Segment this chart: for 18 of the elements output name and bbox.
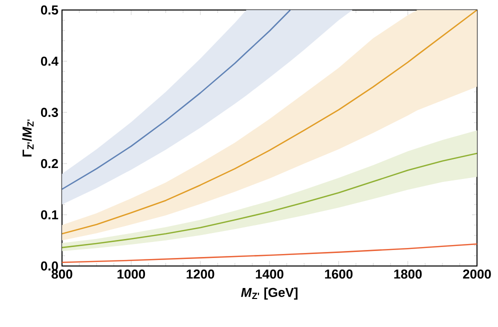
x-tick-label: 1600 (325, 270, 353, 279)
x-tick-label: 1400 (256, 270, 284, 279)
line-series (62, 243, 478, 264)
y-tick-label: 0.5 (40, 5, 58, 15)
x-tick-label: 2000 (463, 270, 491, 279)
line-series (62, 152, 478, 248)
y-tick-label: 0.2 (40, 159, 58, 168)
x-axis-title: M$_{Z'}$ [GeV] (241, 288, 298, 300)
x-tick-label: 800 (52, 270, 72, 279)
line-series (62, 10, 291, 190)
x-tick-label: 1200 (186, 270, 214, 279)
y-tick-label: 0.4 (40, 56, 58, 66)
y-tick-label: 0.3 (40, 108, 58, 117)
y-tick-label: 0.0 (40, 261, 58, 271)
y-tick-label: 0.1 (40, 210, 58, 220)
x-tick-label: 1000 (118, 270, 146, 279)
y-axis-title: Γ$_{Z'}$/M$_{Z'}$ (22, 120, 34, 157)
x-tick-label: 1800 (394, 270, 422, 279)
